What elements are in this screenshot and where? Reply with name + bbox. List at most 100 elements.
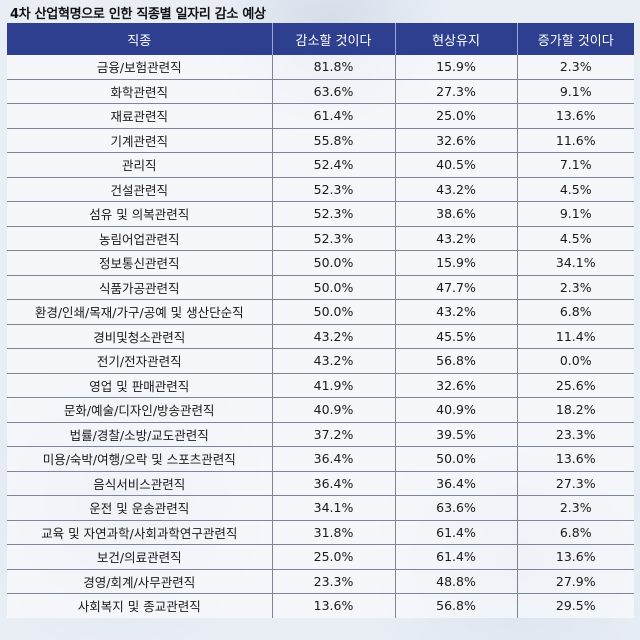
decrease-cell: 37.2% bbox=[272, 422, 396, 447]
occupation-cell: 사회복지 및 종교관련직 bbox=[7, 593, 273, 618]
table-row: 미용/숙박/여행/오락 및 스포츠관련직 36.4% 50.0% 13.6% bbox=[7, 446, 634, 472]
decrease-cell: 25.0% bbox=[272, 544, 396, 570]
table-row: 환경/인쇄/목재/가구/공예 및 생산단순직 50.0% 43.2% 6.8% bbox=[7, 299, 634, 325]
maintain-cell: 25.0% bbox=[395, 103, 518, 129]
increase-cell: 9.1% bbox=[517, 79, 634, 104]
decrease-cell: 43.2% bbox=[272, 348, 396, 374]
maintain-cell: 45.5% bbox=[395, 324, 518, 349]
increase-cell: 29.5% bbox=[517, 593, 634, 618]
table-row: 재료관련직 61.4% 25.0% 13.6% bbox=[7, 103, 634, 129]
decrease-cell: 81.8% bbox=[272, 55, 396, 80]
occupation-cell: 식품가공관련직 bbox=[7, 275, 273, 300]
decrease-cell: 23.3% bbox=[272, 569, 396, 594]
occupation-cell: 농림어업관련직 bbox=[7, 226, 273, 251]
table-row: 농림어업관련직 52.3% 43.2% 4.5% bbox=[7, 226, 634, 251]
job-forecast-table: 직종 감소할 것이다 현상유지 증가할 것이다 금융/보험관련직 81.8% 15.… bbox=[7, 23, 634, 618]
increase-cell: 27.3% bbox=[517, 471, 634, 496]
increase-cell: 2.3% bbox=[517, 55, 634, 80]
maintain-cell: 47.7% bbox=[395, 275, 518, 300]
maintain-cell: 36.4% bbox=[395, 471, 518, 496]
decrease-cell: 31.8% bbox=[272, 520, 396, 545]
occupation-cell: 환경/인쇄/목재/가구/공예 및 생산단순직 bbox=[7, 299, 273, 325]
occupation-cell: 정보통신관련직 bbox=[7, 250, 273, 276]
decrease-cell: 52.3% bbox=[272, 201, 396, 227]
occupation-cell: 섬유 및 의복관련직 bbox=[7, 201, 273, 227]
maintain-cell: 63.6% bbox=[395, 495, 518, 521]
occupation-cell: 관리직 bbox=[7, 152, 273, 178]
table-row: 문화/예술/디자인/방송관련직 40.9% 40.9% 18.2% bbox=[7, 397, 634, 423]
decrease-cell: 52.3% bbox=[272, 177, 396, 202]
table-row: 관리직 52.4% 40.5% 7.1% bbox=[7, 152, 634, 178]
occupation-cell: 영업 및 판매관련직 bbox=[7, 373, 273, 398]
decrease-cell: 43.2% bbox=[272, 324, 396, 349]
occupation-cell: 전기/전자관련직 bbox=[7, 348, 273, 374]
maintain-cell: 61.4% bbox=[395, 520, 518, 545]
maintain-cell: 27.3% bbox=[395, 79, 518, 104]
page-title: 4차 산업혁명으로 인한 직종별 일자리 감소 예상 bbox=[10, 7, 266, 22]
maintain-cell: 32.6% bbox=[395, 128, 518, 153]
increase-cell: 13.6% bbox=[517, 103, 634, 129]
table-row: 운전 및 운송관련직 34.1% 63.6% 2.3% bbox=[7, 495, 634, 521]
decrease-cell: 52.3% bbox=[272, 226, 396, 251]
maintain-cell: 43.2% bbox=[395, 177, 518, 202]
maintain-cell: 43.2% bbox=[395, 226, 518, 251]
maintain-cell: 39.5% bbox=[395, 422, 518, 447]
table-header-row: 직종 감소할 것이다 현상유지 증가할 것이다 bbox=[7, 23, 634, 55]
increase-cell: 11.4% bbox=[517, 324, 634, 349]
increase-cell: 2.3% bbox=[517, 275, 634, 300]
increase-cell: 34.1% bbox=[517, 250, 634, 276]
occupation-cell: 교육 및 자연과학/사회과학연구관련직 bbox=[7, 520, 273, 545]
occupation-cell: 음식서비스관련직 bbox=[7, 471, 273, 496]
occupation-cell: 법률/경찰/소방/교도관련직 bbox=[7, 422, 273, 447]
table-row: 영업 및 판매관련직 41.9% 32.6% 25.6% bbox=[7, 373, 634, 398]
table-row: 섬유 및 의복관련직 52.3% 38.6% 9.1% bbox=[7, 201, 634, 227]
table-row: 정보통신관련직 50.0% 15.9% 34.1% bbox=[7, 250, 634, 276]
increase-cell: 11.6% bbox=[517, 128, 634, 153]
header-increase: 증가할 것이다 bbox=[517, 23, 634, 55]
table-row: 금융/보험관련직 81.8% 15.9% 2.3% bbox=[7, 55, 634, 80]
decrease-cell: 55.8% bbox=[272, 128, 396, 153]
occupation-cell: 재료관련직 bbox=[7, 103, 273, 129]
occupation-cell: 금융/보험관련직 bbox=[7, 55, 273, 80]
table-row: 사회복지 및 종교관련직 13.6% 56.8% 29.5% bbox=[7, 593, 634, 618]
occupation-cell: 화학관련직 bbox=[7, 79, 273, 104]
occupation-cell: 건설관련직 bbox=[7, 177, 273, 202]
decrease-cell: 40.9% bbox=[272, 397, 396, 423]
table-body: 금융/보험관련직 81.8% 15.9% 2.3% 화학관련직 63.6% 27.3% 9.1… bbox=[7, 55, 634, 618]
increase-cell: 23.3% bbox=[517, 422, 634, 447]
increase-cell: 25.6% bbox=[517, 373, 634, 398]
table-row: 법률/경찰/소방/교도관련직 37.2% 39.5% 23.3% bbox=[7, 422, 634, 447]
maintain-cell: 38.6% bbox=[395, 201, 518, 227]
increase-cell: 27.9% bbox=[517, 569, 634, 594]
occupation-cell: 미용/숙박/여행/오락 및 스포츠관련직 bbox=[7, 446, 273, 472]
increase-cell: 9.1% bbox=[517, 201, 634, 227]
increase-cell: 4.5% bbox=[517, 226, 634, 251]
increase-cell: 6.8% bbox=[517, 299, 634, 325]
maintain-cell: 40.5% bbox=[395, 152, 518, 178]
increase-cell: 18.2% bbox=[517, 397, 634, 423]
maintain-cell: 15.9% bbox=[395, 55, 518, 80]
occupation-cell: 문화/예술/디자인/방송관련직 bbox=[7, 397, 273, 423]
table-row: 보건/의료관련직 25.0% 61.4% 13.6% bbox=[7, 544, 634, 570]
table-row: 화학관련직 63.6% 27.3% 9.1% bbox=[7, 79, 634, 104]
maintain-cell: 56.8% bbox=[395, 593, 518, 618]
header-decrease: 감소할 것이다 bbox=[272, 23, 396, 55]
decrease-cell: 61.4% bbox=[272, 103, 396, 129]
maintain-cell: 15.9% bbox=[395, 250, 518, 276]
increase-cell: 6.8% bbox=[517, 520, 634, 545]
table-row: 교육 및 자연과학/사회과학연구관련직 31.8% 61.4% 6.8% bbox=[7, 520, 634, 545]
decrease-cell: 52.4% bbox=[272, 152, 396, 178]
maintain-cell: 43.2% bbox=[395, 299, 518, 325]
maintain-cell: 32.6% bbox=[395, 373, 518, 398]
decrease-cell: 36.4% bbox=[272, 471, 396, 496]
decrease-cell: 34.1% bbox=[272, 495, 396, 521]
occupation-cell: 기계관련직 bbox=[7, 128, 273, 153]
occupation-cell: 보건/의료관련직 bbox=[7, 544, 273, 570]
maintain-cell: 56.8% bbox=[395, 348, 518, 374]
decrease-cell: 36.4% bbox=[272, 446, 396, 472]
table-row: 음식서비스관련직 36.4% 36.4% 27.3% bbox=[7, 471, 634, 496]
decrease-cell: 50.0% bbox=[272, 299, 396, 325]
table-row: 전기/전자관련직 43.2% 56.8% 0.0% bbox=[7, 348, 634, 374]
maintain-cell: 50.0% bbox=[395, 446, 518, 472]
maintain-cell: 40.9% bbox=[395, 397, 518, 423]
